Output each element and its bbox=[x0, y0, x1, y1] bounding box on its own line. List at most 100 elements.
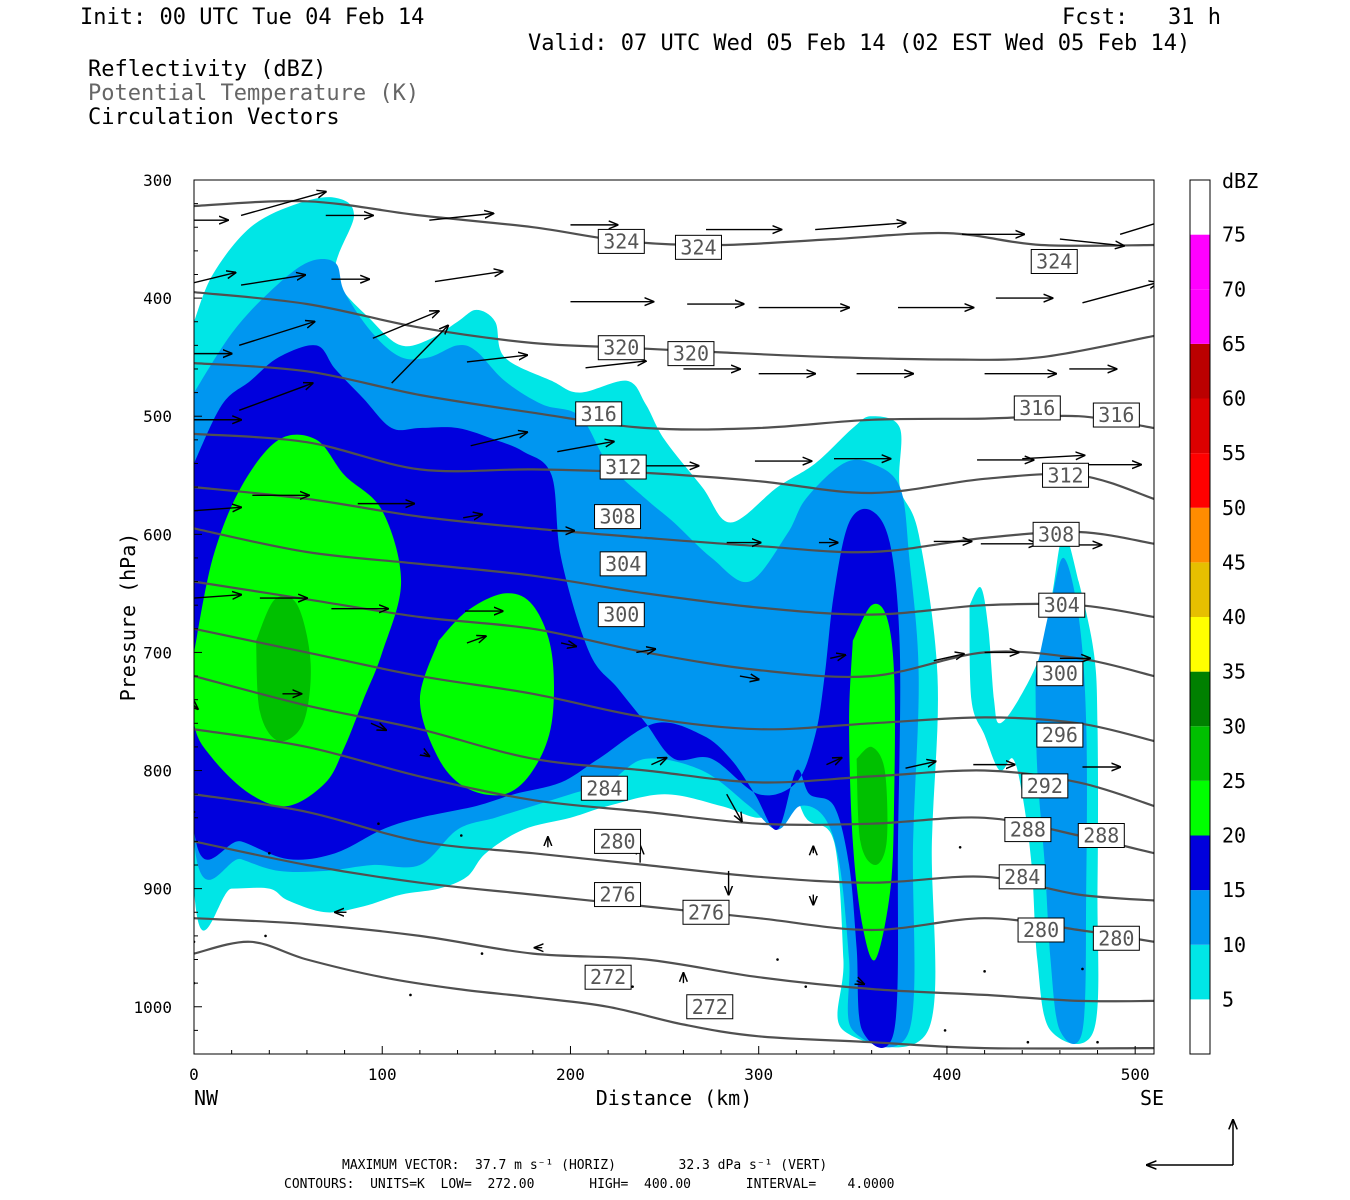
vector-83 bbox=[264, 934, 267, 938]
theta-label-box bbox=[594, 504, 642, 530]
vector-1 bbox=[240, 192, 326, 217]
theta-label-box bbox=[667, 341, 715, 367]
vector-59 bbox=[830, 655, 845, 658]
vector-51 bbox=[194, 595, 241, 598]
theta-label-280: 280 bbox=[1017, 917, 1065, 943]
theta-label-text: 288 bbox=[1083, 824, 1119, 848]
theta-label-312: 312 bbox=[1042, 462, 1090, 488]
theta-contour-296 bbox=[194, 627, 1154, 743]
colorbar-bin bbox=[1190, 890, 1210, 945]
colorbar-bin bbox=[1190, 835, 1210, 891]
theta-label-box bbox=[597, 335, 645, 361]
theta-label-text: 292 bbox=[1027, 774, 1063, 798]
vector-44 bbox=[463, 514, 482, 517]
theta-label-text: 280 bbox=[599, 829, 635, 853]
theta-label-text: 316 bbox=[1019, 396, 1055, 420]
reference-vector-icon bbox=[1147, 1120, 1233, 1165]
vector-68 bbox=[726, 793, 742, 821]
theta-label-box bbox=[597, 228, 645, 254]
theta-label-text: 316 bbox=[581, 402, 617, 426]
theta-label-box bbox=[674, 234, 722, 260]
theta-label-300: 300 bbox=[1036, 661, 1084, 687]
max-vector-note: MAXIMUM VECTOR: 37.7 m s⁻¹ (HORIZ) 32.3 … bbox=[342, 1158, 828, 1173]
theta-label-text: 320 bbox=[673, 342, 709, 366]
theta-label-296: 296 bbox=[1036, 722, 1084, 748]
theta-label-box bbox=[594, 828, 642, 854]
theta-label-text: 312 bbox=[605, 455, 641, 479]
vector-32 bbox=[391, 326, 448, 384]
vector-56 bbox=[560, 643, 576, 646]
legend-potential-temperature: Potential Temperature (K) bbox=[88, 81, 420, 106]
theta-contour-labels: 324 324 324 320 320 316 316 316 312 312 308 308 304 3… bbox=[575, 228, 1140, 1020]
vector-69 bbox=[826, 758, 841, 765]
colorbar-tick-label: 25 bbox=[1222, 769, 1246, 793]
theta-label-box bbox=[1092, 925, 1140, 951]
colorbar-unit: dBZ bbox=[1222, 169, 1258, 193]
theta-label-text: 280 bbox=[1098, 926, 1134, 950]
vector-90 bbox=[983, 970, 986, 973]
theta-label-box bbox=[1004, 817, 1052, 843]
vector-74 bbox=[267, 851, 271, 855]
vector-19 bbox=[1082, 283, 1154, 304]
theta-label-280: 280 bbox=[594, 828, 642, 854]
theta-label-320: 320 bbox=[597, 335, 645, 361]
vector-60 bbox=[933, 654, 964, 662]
vector-21 bbox=[238, 322, 314, 347]
y-tick-label: 400 bbox=[143, 289, 172, 308]
vector-65 bbox=[370, 723, 386, 730]
theta-label-316: 316 bbox=[1092, 402, 1140, 428]
theta-label-box bbox=[597, 602, 645, 628]
vector-22 bbox=[372, 311, 439, 339]
vector-96 bbox=[804, 985, 808, 988]
y-tick-label: 800 bbox=[143, 762, 172, 781]
colorbar-tick-label: 35 bbox=[1222, 660, 1246, 684]
theta-label-288: 288 bbox=[1004, 817, 1052, 843]
theta-label-308: 308 bbox=[594, 504, 642, 530]
theta-label-text: 284 bbox=[586, 776, 622, 800]
theta-label-292: 292 bbox=[1021, 773, 1069, 799]
theta-label-text: 312 bbox=[1047, 463, 1083, 487]
vector-98 bbox=[943, 1029, 947, 1032]
vector-31 bbox=[238, 383, 312, 411]
vector-67 bbox=[651, 758, 666, 765]
colorbar-frame bbox=[1189, 179, 1211, 1055]
theta-label-box bbox=[1017, 917, 1065, 943]
colorbar-bin bbox=[1190, 780, 1210, 836]
theta-label-308: 308 bbox=[1032, 521, 1080, 547]
theta-label-324: 324 bbox=[1030, 248, 1078, 274]
y-tick-label: 500 bbox=[143, 407, 172, 426]
theta-label-320: 320 bbox=[667, 341, 715, 367]
colorbar-bin bbox=[1190, 343, 1210, 399]
x-tick-label: 100 bbox=[368, 1065, 397, 1084]
vector-81 bbox=[958, 846, 962, 849]
x-end-label-left: NW bbox=[194, 1086, 219, 1110]
vector-57 bbox=[636, 649, 655, 652]
theta-label-272: 272 bbox=[686, 994, 734, 1020]
colorbar-bin bbox=[1190, 453, 1210, 508]
theta-contour-304 bbox=[194, 527, 1154, 619]
theta-label-text: 272 bbox=[692, 995, 728, 1019]
x-tick-label: 400 bbox=[932, 1065, 961, 1084]
theta-label-text: 284 bbox=[1004, 865, 1040, 889]
theta-label-box bbox=[584, 964, 632, 990]
theta-label-text: 308 bbox=[599, 505, 635, 529]
colorbar-bin bbox=[1190, 671, 1210, 727]
vector-97 bbox=[857, 981, 865, 984]
theta-contour-312 bbox=[194, 432, 1154, 500]
theta-label-text: 276 bbox=[688, 900, 724, 924]
colorbar-bin bbox=[1190, 726, 1210, 781]
theta-contours bbox=[194, 199, 1154, 1050]
circulation-vectors bbox=[194, 192, 1154, 1044]
vector-99 bbox=[1026, 1040, 1030, 1044]
axes: 0 100 200 300 400 500 300 400 500 600 700 800 900 100… bbox=[133, 171, 1149, 1084]
theta-label-284: 284 bbox=[580, 775, 628, 801]
vector-33 bbox=[470, 432, 527, 447]
theta-label-text: 280 bbox=[1023, 918, 1059, 942]
legend-circulation-vectors: Circulation Vectors bbox=[88, 105, 340, 130]
theta-label-text: 272 bbox=[590, 965, 626, 989]
theta-label-text: 324 bbox=[1036, 249, 1072, 273]
theta-label-text: 296 bbox=[1042, 723, 1078, 747]
x-tick-label: 300 bbox=[744, 1065, 773, 1084]
colorbar-bin bbox=[1190, 944, 1210, 1000]
